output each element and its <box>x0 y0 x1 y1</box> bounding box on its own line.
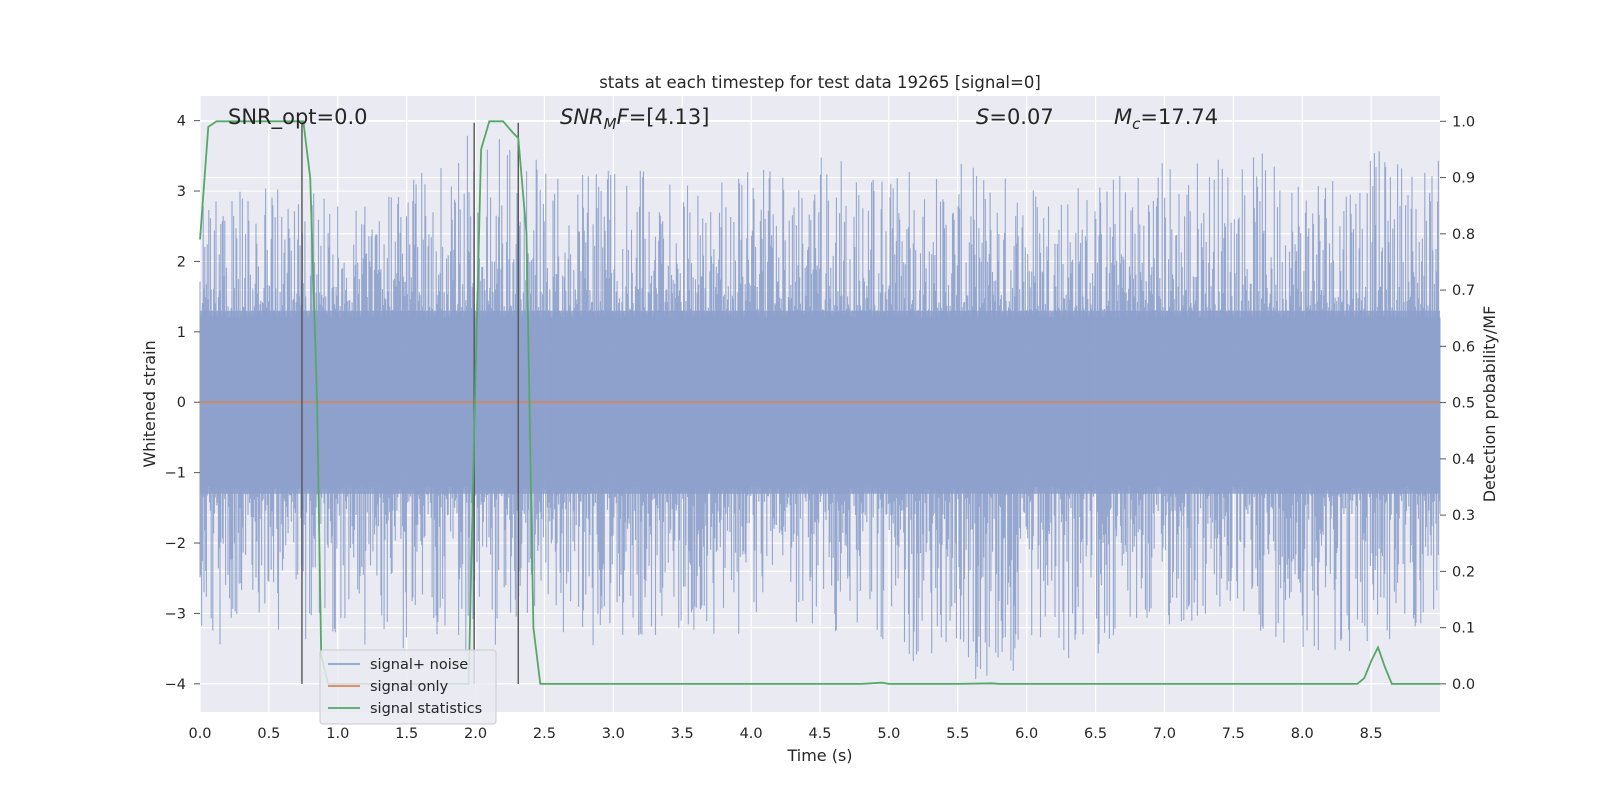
x-axis-label: Time (s) <box>786 746 852 765</box>
x-tick-label: 5.0 <box>877 726 900 742</box>
y2-axis-ticks: 1.0 0.9 0.8 0.7 0.6 0.5 0.4 0.3 0.2 0.1 0.0 <box>1440 114 1475 693</box>
y2-axis-label: Detection probability/MF <box>1480 306 1499 503</box>
x-tick-label: 1.5 <box>395 726 418 742</box>
signal-statistics-series <box>199 120 1440 685</box>
annotation-snr-mf-rest: =[4.13] <box>629 105 710 129</box>
y-tick-label: 0 <box>177 395 186 411</box>
x-tick-label: 8.0 <box>1291 726 1314 742</box>
x-tick-label: 8.5 <box>1360 726 1383 742</box>
y2-tick-label: 0.8 <box>1452 227 1475 243</box>
y2-tick-label: 0.3 <box>1452 508 1475 524</box>
x-tick-label: 7.5 <box>1222 726 1245 742</box>
x-tick-label: 5.5 <box>946 726 969 742</box>
x-tick-label: 3.5 <box>671 726 694 742</box>
annotation-mc: Mc=17.74 <box>1114 105 1218 133</box>
x-tick-label: 4.0 <box>740 726 763 742</box>
annotation-snr-mf-sub: M <box>604 115 617 133</box>
legend-label-signal-noise: signal+ noise <box>370 657 468 673</box>
x-tick-label: 3.0 <box>602 726 625 742</box>
x-tick-label: 0.5 <box>257 726 280 742</box>
annotation-snr-mf: SNRMF=[4.13] <box>560 105 709 133</box>
annotation-s: S=0.07 <box>976 105 1054 129</box>
y2-tick-label: 0.4 <box>1452 452 1475 468</box>
y-tick-label: −3 <box>165 606 186 622</box>
annotation-snr-opt: SNR_opt=0.0 <box>228 105 368 130</box>
x-tick-label: 4.5 <box>808 726 831 742</box>
x-tick-label: 6.0 <box>1015 726 1038 742</box>
legend-label-signal-only: signal only <box>370 679 449 695</box>
annotation-snr-mf-var: SNR <box>560 105 604 129</box>
x-tick-label: 1.0 <box>326 726 349 742</box>
y2-tick-label: 0.6 <box>1452 339 1475 355</box>
signal-statistics-line <box>199 120 1440 685</box>
y-tick-label: −4 <box>165 677 186 693</box>
x-tick-label: 0.0 <box>188 726 211 742</box>
y-axis-ticks: 4 3 2 1 0 −1 −2 −3 −4 <box>165 114 200 693</box>
y-tick-label: −2 <box>165 536 186 552</box>
y2-tick-label: 0.5 <box>1452 396 1475 412</box>
y2-tick-label: 0.9 <box>1452 171 1475 187</box>
y2-tick-label: 1.0 <box>1452 114 1475 130</box>
x-tick-label: 2.5 <box>533 726 556 742</box>
y2-tick-label: 0.2 <box>1452 564 1475 580</box>
y-tick-label: 2 <box>177 254 186 270</box>
chart-title: stats at each timestep for test data 192… <box>599 73 1041 92</box>
y2-tick-label: 0.7 <box>1452 283 1475 299</box>
x-tick-label: 2.0 <box>464 726 487 742</box>
y-tick-label: 1 <box>177 325 186 341</box>
y-tick-label: −1 <box>165 466 186 482</box>
x-tick-label: 7.0 <box>1153 726 1176 742</box>
y-axis-label: Whitened strain <box>140 340 159 467</box>
legend-box <box>319 649 497 725</box>
y2-tick-label: 0.1 <box>1452 621 1475 637</box>
x-axis-ticks: 0.0 0.5 1.0 1.5 2.0 2.5 3.0 3.5 4.0 4.5 5.0 5.5 6.0 6… <box>188 726 1382 742</box>
annotation-snr-mf-rest-var: F <box>617 105 630 129</box>
legend: signal+ noise signal only signal statist… <box>319 649 497 725</box>
y2-tick-label: 0.0 <box>1452 677 1475 693</box>
x-tick-label: 6.5 <box>1084 726 1107 742</box>
y-tick-label: 3 <box>177 184 186 200</box>
legend-label-signal-statistics: signal statistics <box>370 701 482 717</box>
y-tick-label: 4 <box>177 114 186 130</box>
